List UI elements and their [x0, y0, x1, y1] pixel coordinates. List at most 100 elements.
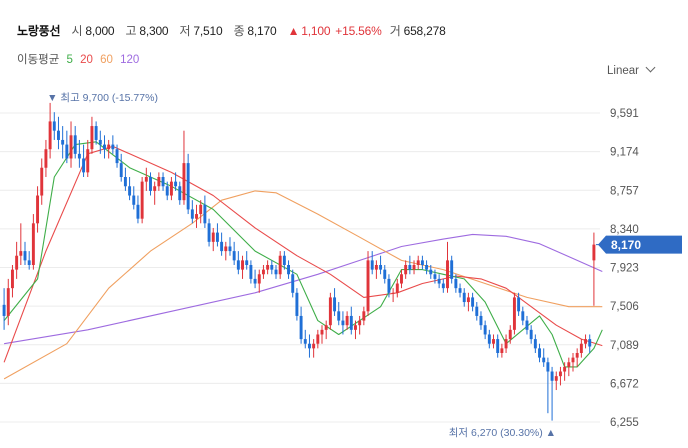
candle[interactable] — [52, 112, 56, 140]
candle[interactable] — [412, 260, 416, 275]
candle[interactable] — [588, 334, 592, 353]
candle[interactable] — [10, 264, 14, 298]
candle[interactable] — [333, 288, 337, 316]
candle[interactable] — [107, 139, 111, 159]
candle[interactable] — [144, 167, 148, 191]
candle[interactable] — [123, 167, 127, 191]
candle[interactable] — [266, 260, 270, 275]
candle[interactable] — [86, 139, 90, 178]
candle[interactable] — [324, 320, 328, 340]
candle[interactable] — [567, 357, 571, 377]
candle[interactable] — [241, 255, 244, 279]
candle[interactable] — [157, 172, 161, 191]
candle[interactable] — [554, 371, 558, 391]
candle[interactable] — [370, 251, 374, 275]
candle[interactable] — [103, 135, 106, 159]
candle[interactable] — [538, 343, 541, 363]
candle[interactable] — [374, 260, 378, 279]
candle[interactable] — [433, 269, 437, 284]
candle[interactable] — [312, 339, 316, 358]
candle[interactable] — [408, 255, 412, 275]
candle[interactable] — [316, 329, 320, 349]
candle[interactable] — [287, 260, 291, 279]
candle[interactable] — [458, 283, 462, 298]
candle[interactable] — [153, 181, 157, 205]
candle[interactable] — [563, 362, 567, 381]
candle[interactable] — [521, 306, 525, 326]
candle[interactable] — [446, 241, 449, 293]
candle[interactable] — [203, 195, 207, 228]
candle[interactable] — [31, 214, 35, 270]
candle[interactable] — [500, 343, 504, 358]
candle[interactable] — [224, 241, 228, 261]
candle[interactable] — [345, 311, 349, 330]
candle[interactable] — [274, 264, 278, 279]
candle[interactable] — [358, 315, 362, 335]
candle[interactable] — [592, 232, 596, 306]
candle[interactable] — [215, 223, 219, 247]
candle[interactable] — [320, 325, 324, 344]
candle[interactable] — [450, 255, 454, 284]
candle[interactable] — [471, 292, 475, 312]
candle[interactable] — [77, 139, 81, 168]
candle[interactable] — [2, 288, 6, 330]
candle[interactable] — [44, 139, 48, 178]
candle[interactable] — [132, 186, 136, 210]
candle[interactable] — [161, 172, 165, 191]
candle[interactable] — [278, 251, 282, 279]
candle[interactable] — [69, 121, 73, 168]
candle[interactable] — [236, 251, 240, 275]
candle[interactable] — [61, 126, 65, 159]
candle[interactable] — [479, 311, 483, 330]
candle[interactable] — [211, 227, 215, 252]
candle[interactable] — [282, 251, 286, 270]
candle[interactable] — [207, 218, 211, 247]
candle[interactable] — [512, 292, 516, 335]
candle[interactable] — [115, 144, 119, 168]
candle[interactable] — [337, 302, 341, 326]
candle[interactable] — [82, 144, 86, 178]
candle[interactable] — [178, 181, 182, 205]
candle[interactable] — [466, 292, 470, 312]
candle[interactable] — [19, 223, 23, 265]
candle[interactable] — [404, 260, 408, 279]
candle[interactable] — [462, 288, 466, 307]
candle[interactable] — [504, 334, 508, 353]
candle[interactable] — [73, 126, 77, 159]
candle[interactable] — [149, 172, 152, 196]
candle[interactable] — [416, 255, 420, 270]
candle[interactable] — [90, 116, 94, 154]
scale-mode-select[interactable]: Linear — [607, 62, 656, 77]
candle[interactable] — [349, 306, 353, 335]
candle[interactable] — [529, 325, 533, 344]
candle[interactable] — [508, 325, 512, 344]
candle[interactable] — [496, 334, 500, 358]
candle[interactable] — [546, 357, 550, 414]
candle[interactable] — [261, 264, 265, 279]
candle[interactable] — [483, 320, 487, 340]
candle[interactable] — [119, 153, 123, 182]
candle[interactable] — [366, 251, 370, 316]
candle[interactable] — [525, 315, 529, 335]
candle[interactable] — [362, 306, 366, 326]
candle[interactable] — [111, 135, 115, 154]
candle[interactable] — [550, 366, 554, 421]
candle[interactable] — [136, 195, 140, 224]
candle[interactable] — [291, 269, 295, 298]
candle[interactable] — [15, 241, 19, 279]
candle[interactable] — [295, 288, 299, 321]
candle[interactable] — [584, 334, 588, 349]
candle[interactable] — [492, 334, 495, 349]
candle[interactable] — [558, 366, 562, 386]
candle[interactable] — [533, 334, 537, 353]
candle[interactable] — [328, 292, 332, 330]
candle[interactable] — [391, 288, 395, 303]
candle[interactable] — [98, 130, 102, 154]
candle[interactable] — [575, 348, 579, 367]
candle[interactable] — [542, 348, 546, 367]
candle[interactable] — [128, 177, 132, 201]
candle[interactable] — [94, 121, 98, 145]
candle[interactable] — [437, 274, 441, 289]
candle[interactable] — [165, 181, 169, 201]
